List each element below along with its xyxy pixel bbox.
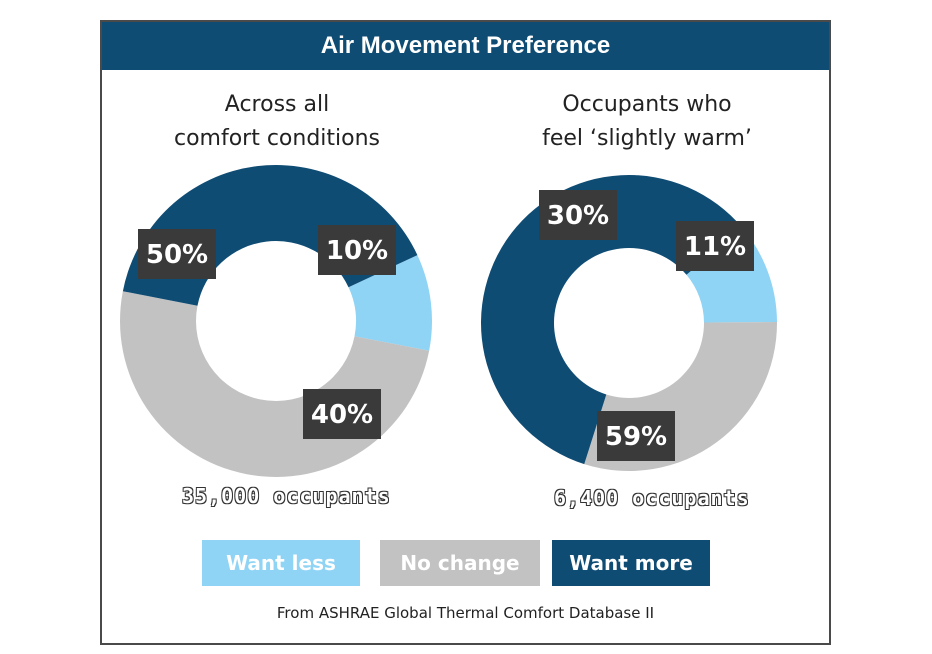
right-label-no-change: 30% bbox=[547, 201, 609, 231]
left-donut: 10% 50% 40% bbox=[120, 165, 432, 477]
left-label-no-change: 50% bbox=[146, 240, 208, 270]
left-label-want-less: 10% bbox=[326, 236, 388, 266]
left-label-box-want-less bbox=[318, 225, 396, 275]
left-occupant-count: 35,000 occupants bbox=[182, 484, 391, 508]
legend-no-change: No change bbox=[380, 540, 540, 586]
legend-want-less: Want less bbox=[202, 540, 360, 586]
donut-charts: 10% 50% 40% 11% 30% 59% bbox=[120, 165, 777, 477]
right-label-box-no-change bbox=[539, 190, 617, 240]
left-chart-subtitle: Across all comfort conditions bbox=[173, 92, 381, 151]
right-label-want-less: 11% bbox=[684, 232, 746, 262]
right-chart-subtitle: Occupants who feel ‘slightly warm’ bbox=[542, 92, 752, 151]
left-label-box-want-more bbox=[303, 389, 381, 439]
right-occupant-count: 6,400 occupants bbox=[554, 486, 750, 510]
left-label-box-no-change bbox=[138, 229, 216, 279]
chart-frame: Air Movement Preference Across all comfo… bbox=[100, 20, 831, 645]
right-label-box-want-more bbox=[597, 411, 675, 461]
source-note: From ASHRAE Global Thermal Comfort Datab… bbox=[276, 604, 655, 622]
right-label-box-want-less bbox=[676, 221, 754, 271]
right-slice-want-less bbox=[686, 227, 777, 323]
right-donut: 11% 30% 59% bbox=[481, 174, 777, 471]
right-label-want-more: 59% bbox=[605, 422, 667, 452]
legend-want-more: Want more bbox=[552, 540, 710, 586]
left-slice-want-less bbox=[348, 255, 432, 351]
left-label-want-more: 40% bbox=[311, 400, 373, 430]
chart-title: Air Movement Preference bbox=[102, 22, 829, 70]
